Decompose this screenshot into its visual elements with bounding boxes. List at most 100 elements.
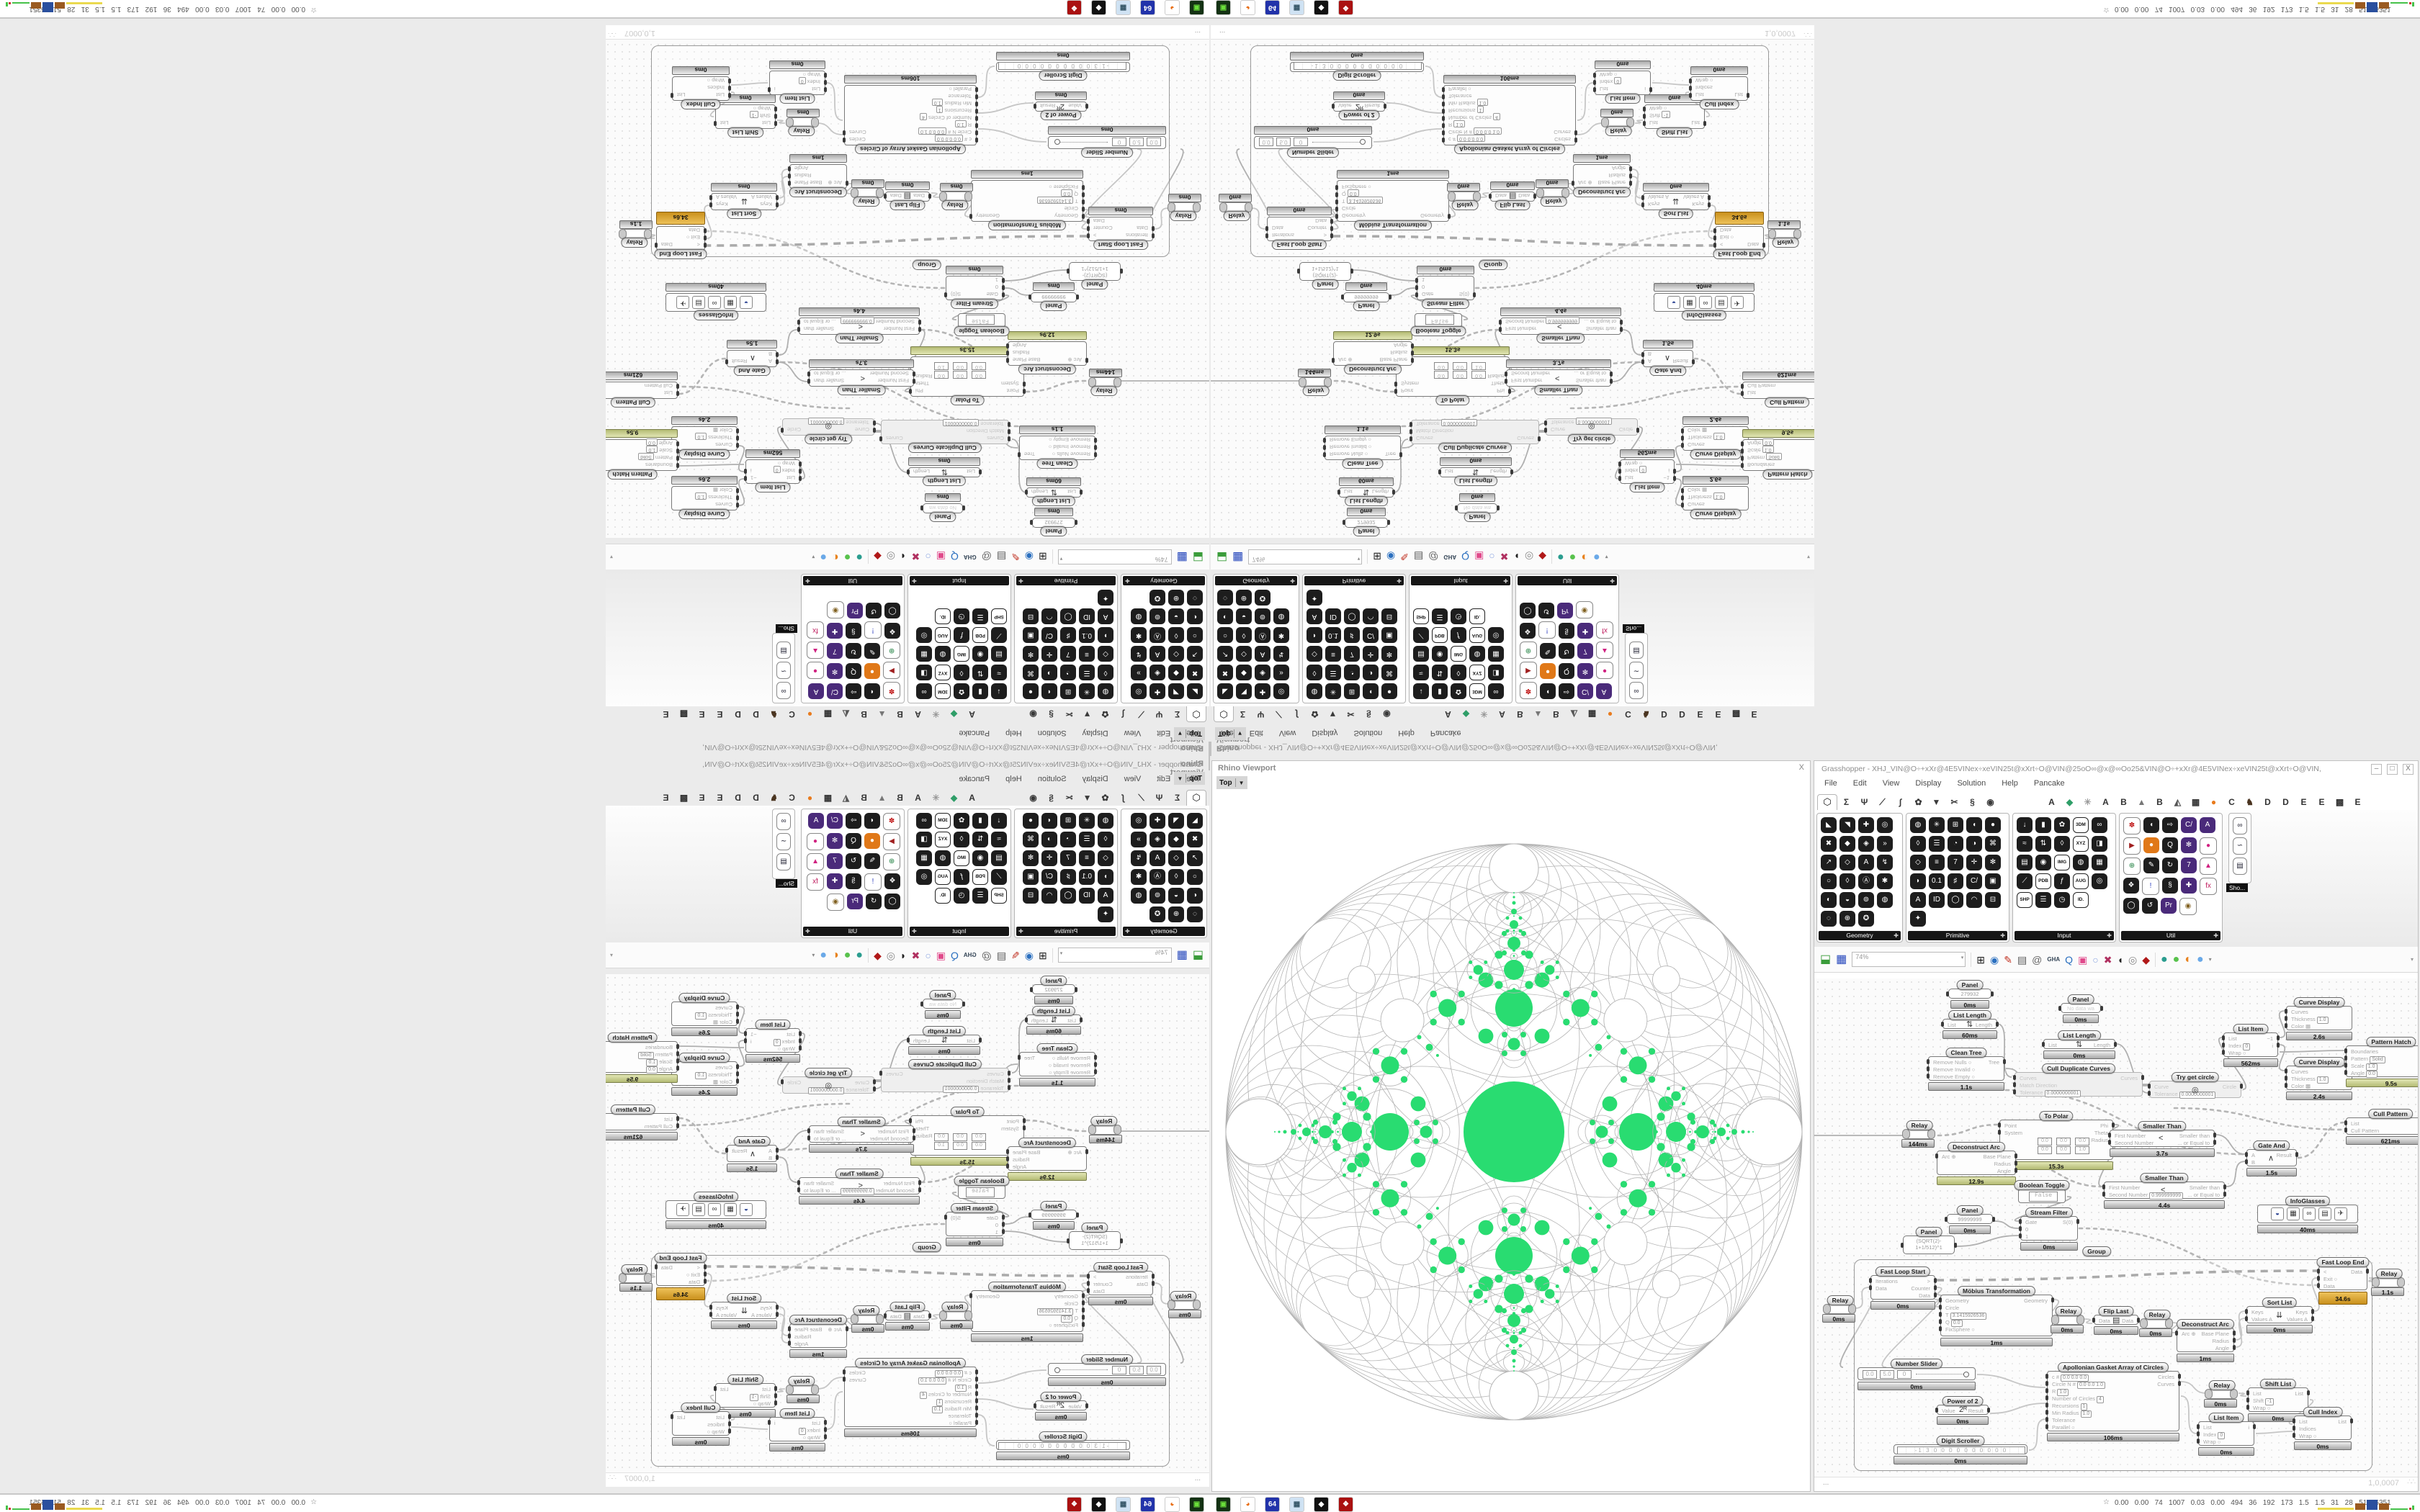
toolbar-overflow-icon[interactable]: ▾ — [2410, 955, 2414, 963]
component-icon[interactable]: ✳ — [1929, 817, 1945, 833]
component-icon[interactable]: ▮ — [972, 813, 988, 829]
node-clean-tree[interactable]: Remove Nulls ○ Remove Invalid ○ Remove Emp… — [1323, 436, 1402, 460]
tab-letter-7[interactable]: ◭ — [842, 709, 850, 719]
value-field[interactable]: 0.0 — [1950, 1320, 1963, 1327]
component-icon[interactable]: ✛ — [1966, 855, 1982, 870]
tab-glyph-7[interactable]: § — [1049, 709, 1054, 719]
component-icon[interactable]: A — [1150, 850, 1165, 866]
taskbar-icon-terminal[interactable]: ▣ — [1189, 0, 1204, 15]
xyz-field[interactable]: 0.0 — [1434, 362, 1448, 370]
tab-letter-11[interactable]: ♞ — [2246, 797, 2254, 807]
infoglasses-icon-2[interactable]: ∞ — [1699, 296, 1712, 309]
menu-pancake[interactable]: Pancake — [2033, 779, 2065, 788]
component-icon[interactable]: Pr — [847, 894, 863, 909]
tab-letter-4[interactable]: B — [1517, 709, 1523, 719]
component-icon[interactable]: ◨ — [916, 665, 932, 680]
component-icon[interactable]: 7 — [1577, 643, 1593, 659]
component-icon[interactable]: ◗ — [1098, 869, 1113, 885]
component-icon[interactable]: 7 — [1344, 646, 1360, 662]
component-icon[interactable]: ✱ — [1273, 627, 1289, 643]
component-icon[interactable]: ⇨ — [1559, 683, 1574, 699]
node-label-3[interactable]: Panel — [2067, 994, 2094, 1004]
taskbar-icon-redapp[interactable]: ❖ — [1067, 1497, 1082, 1512]
tab-letter-6[interactable]: B — [2156, 797, 2163, 807]
tab-letter-9[interactable]: ● — [807, 709, 813, 719]
toolbar-icon-8[interactable]: ○ — [1489, 551, 1495, 563]
component-icon[interactable]: ✪ — [1150, 590, 1165, 606]
node-canvas[interactable]: Group Panel 279932 0ms List Length List Length… — [606, 40, 1209, 538]
node-label-26[interactable]: Relay — [1451, 200, 1479, 210]
goggles-icon[interactable]: ∞ — [2233, 817, 2247, 834]
node-label-17[interactable]: Stream Filter — [951, 299, 998, 309]
goggles-icon[interactable]: ∽ — [1629, 662, 1644, 679]
component-icon[interactable]: ✚ — [1150, 813, 1165, 829]
node-label-39[interactable]: List Item — [779, 94, 815, 104]
node-label-6[interactable]: Try get circle — [1567, 434, 1616, 444]
component-icon[interactable]: ∞ — [2092, 817, 2107, 833]
component-icon[interactable]: ⊟ — [1381, 608, 1397, 624]
tab-letter-3[interactable]: A — [1499, 709, 1505, 719]
component-icon[interactable]: ✚ — [827, 873, 843, 889]
component-icon[interactable]: ⊟ — [1023, 608, 1039, 624]
menu-help[interactable]: Help — [1005, 775, 1022, 783]
node-label-8[interactable]: Curve Display — [678, 993, 730, 1003]
tab-letter-10[interactable]: C — [789, 709, 795, 719]
component-icon[interactable]: IMG — [954, 850, 969, 866]
component-icon[interactable]: ⟋ — [991, 627, 1007, 643]
component-icon[interactable]: ID — [1079, 608, 1095, 624]
slider-field-1[interactable]: 5.0 — [1276, 138, 1291, 146]
component-icon[interactable]: 7 — [1060, 646, 1076, 662]
open-file-icon[interactable]: ⬓ — [1192, 948, 1204, 961]
toolbar-icon-11[interactable]: ◎ — [886, 949, 896, 961]
component-icon[interactable]: 0.1 — [1325, 627, 1341, 643]
menu-file[interactable]: File — [1824, 779, 1837, 788]
palette-name-primitive[interactable]: Primitive ✚ — [1016, 927, 1116, 936]
value-field[interactable]: 1.0 — [1713, 433, 1725, 440]
node-label-23[interactable]: Fast Loop Start — [1093, 1262, 1149, 1272]
node-cull-index[interactable]: List Indices Wrap ○ List — [671, 1411, 731, 1436]
component-icon[interactable]: ◎ — [916, 869, 932, 885]
component-icon[interactable]: ⇅ — [972, 665, 988, 680]
component-icon[interactable]: ○ — [1821, 873, 1837, 889]
tab-glyph-6[interactable]: ✂ — [1065, 793, 1073, 803]
infoglasses-icon-1[interactable]: ▦ — [724, 296, 737, 309]
node-label-37[interactable]: Relay — [2208, 1380, 2236, 1390]
save-file-icon[interactable]: ▦ — [1836, 953, 1847, 966]
tab-glyph-1[interactable]: Ψ — [1155, 793, 1163, 803]
component-icon[interactable]: ◉ — [1432, 646, 1448, 662]
tab-letter-12[interactable]: D — [753, 793, 759, 803]
component-icon[interactable]: ● — [807, 833, 824, 850]
xyz-field[interactable]: 0.0 — [953, 1133, 967, 1141]
tab-letter-11[interactable]: ♞ — [770, 709, 778, 719]
node-label-30[interactable]: Apollonian Gasket Array of Circles — [1454, 144, 1565, 154]
save-file-icon[interactable]: ▦ — [1176, 948, 1188, 961]
node-label-22[interactable]: Deconstruct Arc — [1344, 364, 1402, 374]
component-icon[interactable]: ◖ — [1041, 683, 1057, 699]
tab-letter-1[interactable]: ◆ — [950, 709, 958, 719]
node-label-34[interactable]: Sort List — [1658, 209, 1694, 219]
component-icon[interactable]: XYZ — [1469, 665, 1485, 680]
tab-glyph-8[interactable]: ◉ — [1029, 793, 1037, 803]
node-label-32[interactable]: Relay — [1540, 197, 1567, 207]
component-icon[interactable]: ! — [2142, 878, 2159, 895]
component-icon[interactable]: ◷ — [954, 608, 969, 624]
tab-glyph-4[interactable]: ✿ — [1311, 709, 1319, 719]
node-label-0[interactable]: Panel — [1956, 980, 1984, 990]
taskbar-icon-redapp[interactable]: ❖ — [1338, 0, 1353, 15]
tab-letter-8[interactable]: ▦ — [823, 793, 833, 803]
component-icon[interactable]: ◖ — [1041, 813, 1057, 829]
value-field[interactable]: 0 — [2243, 1043, 2251, 1050]
node-label-21[interactable]: Relay — [1090, 386, 1118, 396]
palette-expand-icon[interactable]: ✚ — [1610, 577, 1615, 584]
palette-expand-icon[interactable]: ✚ — [1018, 928, 1023, 935]
tab-letter-4[interactable]: B — [2120, 797, 2127, 807]
component-icon[interactable]: ◍ — [1307, 683, 1322, 699]
node-label-11[interactable]: Cull Pattern — [2368, 1109, 2413, 1119]
node-label-31[interactable]: Flip Last — [2098, 1306, 2134, 1316]
component-icon[interactable]: SHP — [2017, 892, 2033, 908]
